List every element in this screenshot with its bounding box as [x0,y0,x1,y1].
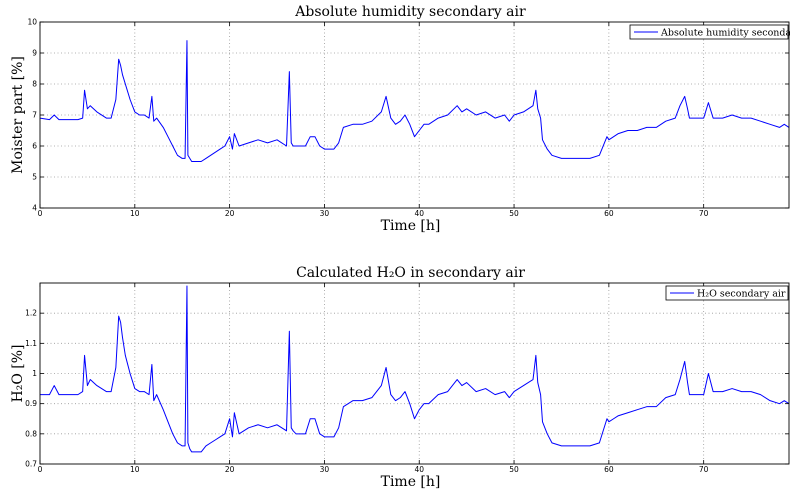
legend-box [629,24,789,40]
x-tick-label: 10 [130,465,140,474]
legend-label: H₂O secondary air [697,289,786,300]
legend-label: Absolute humidity secondary air [660,28,790,39]
x-tick-label: 30 [320,209,330,218]
chart-panel-1: 0 10 20 30 40 50 60 70 4 5 6 7 8 9 10 Absolute humidity… [10,4,790,234]
y-axis-label: Moister part [%] [10,56,26,174]
x-tick-label: 20 [225,465,235,474]
y-tick-label: 0.9 [25,399,37,408]
y-tick-label: 9 [32,49,37,58]
legend-box [665,285,789,301]
y-tick-label: 4 [32,204,37,213]
y-tick-label: 7 [32,111,37,120]
x-tick-label: 60 [604,209,614,218]
x-tick-label: 70 [699,465,709,474]
x-tick-label: 40 [414,209,424,218]
y-tick-label: 6 [32,142,37,151]
series-line [39,40,790,162]
series-line [40,285,790,453]
legend: Absolute humidity secondary air [629,24,790,40]
x-tick-label: 60 [604,465,614,474]
y-tick-label: 1 [32,369,37,378]
x-tick-label: 20 [225,209,235,218]
x-tick-label: 50 [509,465,519,474]
y-tick-label: 8 [32,80,37,89]
legend: H₂O secondary air [665,285,789,301]
chart-title: Absolute humidity secondary air [294,4,526,20]
y-tick-label: 10 [27,18,37,27]
chart-panel-2: 0 10 20 30 40 50 60 70 0.7 0.8 0.9 1 1.1 1.2 Calculate… [10,265,790,490]
y-tick-label: 5 [32,173,37,182]
x-axis-label: Time [h] [381,218,441,234]
y-axis-label: H₂O [%] [10,345,26,403]
y-tick-label: 0.8 [25,429,37,438]
x-tick-label: 70 [699,209,709,218]
y-tick-label: 1.1 [25,339,37,348]
x-tick-label: 0 [38,465,43,474]
x-tick-label: 10 [130,209,140,218]
x-tick-label: 50 [509,209,519,218]
x-tick-label: 0 [38,209,43,218]
chart-title: Calculated H₂O in secondary air [296,265,525,281]
x-axis-label: Time [h] [381,474,441,490]
x-tick-label: 40 [414,465,424,474]
y-tick-label: 1.2 [25,309,37,318]
x-tick-label: 30 [320,465,330,474]
y-tick-label: 0.7 [25,460,37,469]
